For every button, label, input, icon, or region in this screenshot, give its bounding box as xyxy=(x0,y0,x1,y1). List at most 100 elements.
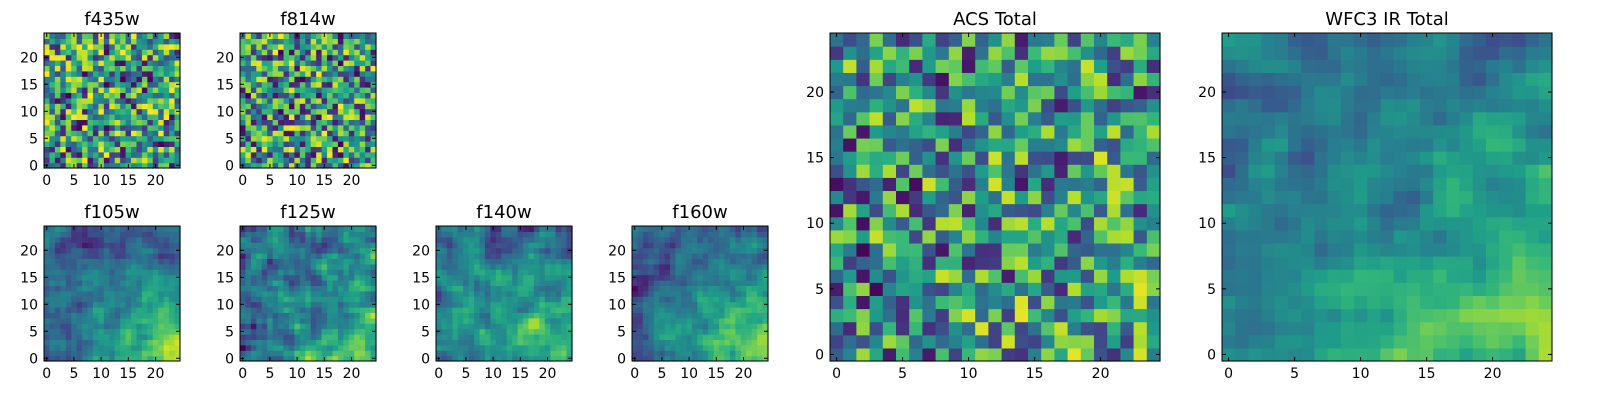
heatmap-cell xyxy=(1367,269,1381,283)
heatmap-cell xyxy=(702,285,709,292)
heatmap-cell xyxy=(1054,137,1069,152)
heatmap-cell xyxy=(65,151,72,158)
heatmap-cell xyxy=(76,119,83,126)
heatmap-cell xyxy=(1261,242,1276,257)
heatmap-cell xyxy=(751,296,758,303)
heatmap-cell xyxy=(240,334,247,340)
heatmap-cell xyxy=(136,38,143,45)
heatmap-cell xyxy=(1054,46,1069,60)
heatmap-cell xyxy=(1094,33,1108,47)
heatmap-cell xyxy=(365,97,372,104)
heatmap-cell xyxy=(92,60,99,66)
heatmap-cell xyxy=(523,301,530,308)
heatmap-cell xyxy=(517,334,524,340)
heatmap-cell xyxy=(670,344,677,351)
heatmap-cell xyxy=(517,258,524,265)
heatmap-cell xyxy=(1301,321,1315,336)
heatmap-cell xyxy=(1288,269,1302,283)
heatmap-cell xyxy=(550,290,557,297)
heatmap-cell xyxy=(1525,190,1540,205)
heatmap-cell xyxy=(272,323,279,330)
heatmap-cell xyxy=(348,108,355,115)
heatmap-cell xyxy=(757,258,764,265)
heatmap-cell xyxy=(1067,242,1082,257)
heatmap-cell xyxy=(533,226,540,232)
heatmap-cell xyxy=(1248,256,1263,270)
heatmap-cell xyxy=(310,81,317,88)
heatmap-cell xyxy=(98,54,105,61)
heatmap-cell xyxy=(310,108,317,115)
heatmap-cell xyxy=(321,296,328,303)
heatmap-cell xyxy=(359,328,366,335)
heatmap-cell xyxy=(653,339,660,346)
y-tick-label: 10 xyxy=(608,297,626,313)
heatmap-cell xyxy=(82,60,89,66)
heatmap-cell xyxy=(54,236,61,243)
heatmap-cell xyxy=(131,43,138,50)
heatmap-cell xyxy=(653,312,660,319)
heatmap-cell xyxy=(250,344,257,351)
heatmap-cell xyxy=(566,312,573,319)
heatmap-cell xyxy=(1248,295,1263,310)
heatmap-cell xyxy=(332,141,339,147)
heatmap-cell xyxy=(365,33,372,39)
y-tick-label: 10 xyxy=(412,297,430,313)
heatmap-cell xyxy=(87,33,94,39)
heatmap-cell xyxy=(125,157,132,164)
heatmap-cell xyxy=(310,328,317,335)
heatmap-cell xyxy=(365,114,372,120)
heatmap-cell xyxy=(92,33,99,39)
heatmap-cell xyxy=(316,263,323,270)
heatmap-cell xyxy=(659,274,666,281)
heatmap-cell xyxy=(120,43,127,50)
heatmap-cell xyxy=(354,54,361,61)
heatmap-cell xyxy=(316,97,323,104)
heatmap-cell xyxy=(60,92,67,99)
heatmap-cell xyxy=(49,135,56,142)
heatmap-cell xyxy=(882,203,897,218)
heatmap-cell xyxy=(316,54,323,61)
heatmap-cell xyxy=(60,307,67,313)
heatmap-cell xyxy=(332,236,339,243)
heatmap-cell xyxy=(310,312,317,319)
heatmap-cell xyxy=(922,242,937,257)
heatmap-cell xyxy=(359,334,366,340)
heatmap-cell xyxy=(1107,46,1121,60)
heatmap-cell xyxy=(327,274,334,281)
heatmap-cell xyxy=(131,317,138,324)
heatmap-cell xyxy=(321,323,328,330)
heatmap-cell xyxy=(533,258,540,265)
heatmap-cell xyxy=(922,85,937,100)
y-tick-label: 15 xyxy=(216,270,234,286)
heatmap-cell xyxy=(348,70,355,77)
heatmap-cell xyxy=(1499,282,1513,296)
heatmap-cell xyxy=(299,43,306,50)
heatmap-cell xyxy=(882,190,897,205)
heatmap-cell xyxy=(757,263,764,270)
heatmap-cell xyxy=(686,242,693,249)
heatmap-cell xyxy=(310,130,317,137)
heatmap-cell xyxy=(131,87,138,93)
heatmap-cell xyxy=(1420,308,1434,323)
heatmap-cell xyxy=(843,216,857,231)
heatmap-cell xyxy=(735,323,742,330)
heatmap-cell xyxy=(1354,334,1368,349)
heatmap-cell xyxy=(245,253,252,259)
axes-frame xyxy=(239,225,377,362)
heatmap-cell xyxy=(158,97,165,104)
heatmap-cell xyxy=(174,263,181,270)
panel-title: f125w xyxy=(280,202,335,223)
heatmap-cell xyxy=(528,317,535,324)
heatmap-cell xyxy=(691,307,698,313)
heatmap-cell xyxy=(713,253,720,259)
heatmap-cell xyxy=(348,263,355,270)
heatmap-cell xyxy=(54,263,61,270)
heatmap-cell xyxy=(71,253,78,259)
heatmap-cell xyxy=(245,108,252,115)
heatmap-cell xyxy=(87,92,94,99)
heatmap-cell xyxy=(136,97,143,104)
heatmap-cell xyxy=(523,296,530,303)
heatmap-cell xyxy=(82,253,89,259)
heatmap-cell xyxy=(490,301,497,308)
heatmap-cell xyxy=(332,130,339,137)
